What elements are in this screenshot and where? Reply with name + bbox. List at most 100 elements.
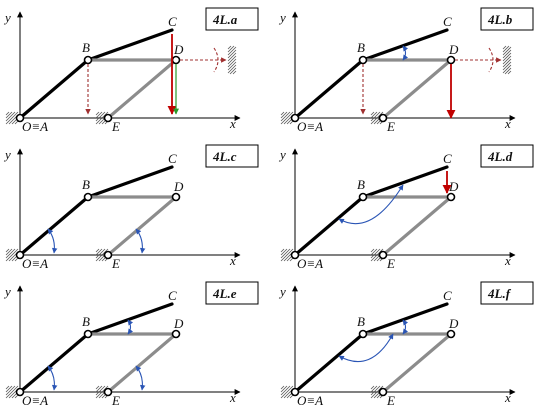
link-ed bbox=[381, 332, 453, 394]
rotation-arrow-abd bbox=[338, 333, 394, 363]
point-label-origin: O≡A bbox=[297, 119, 323, 134]
panel-tag-box bbox=[205, 281, 259, 305]
joint-a bbox=[15, 387, 25, 397]
panel-tag: 4L.a bbox=[212, 12, 238, 27]
rotation-arrow-bc bbox=[402, 45, 409, 61]
rotation-arrow-bc bbox=[127, 319, 134, 335]
joint-d bbox=[171, 329, 181, 339]
point-label-origin: O≡A bbox=[22, 256, 48, 271]
x-axis-label: x bbox=[504, 116, 511, 131]
point-label-d: D bbox=[173, 316, 184, 331]
point-label-origin: O≡A bbox=[297, 256, 323, 271]
y-axis-label: y bbox=[3, 147, 11, 162]
mechanism-panel: y x O≡A B CD E 4L.f bbox=[278, 281, 534, 408]
panel-tag: 4L.f bbox=[487, 286, 512, 301]
point-label-d: D bbox=[448, 42, 459, 57]
panel-tag-box bbox=[205, 7, 259, 31]
point-label-b: B bbox=[357, 314, 365, 329]
panel-tag-box bbox=[480, 281, 534, 305]
point-label-e: E bbox=[386, 119, 395, 134]
joint-e bbox=[378, 113, 388, 123]
point-label-c: C bbox=[168, 151, 177, 166]
panel-tag: 4L.d bbox=[487, 149, 513, 164]
mechanism-panel: y x O≡A B CD E 4L.e bbox=[3, 281, 259, 408]
panel-tag-box bbox=[480, 7, 534, 31]
ground-hatch-a bbox=[280, 385, 294, 399]
joint-d bbox=[171, 192, 181, 202]
joint-a bbox=[290, 387, 300, 397]
link-bc bbox=[361, 28, 449, 62]
joint-e bbox=[378, 387, 388, 397]
rotation-arrow-bc bbox=[402, 319, 409, 335]
joint-a bbox=[290, 250, 300, 260]
link-ed bbox=[381, 58, 453, 120]
x-axis-label: x bbox=[229, 116, 236, 131]
point-label-b: B bbox=[357, 40, 365, 55]
point-label-c: C bbox=[443, 14, 452, 29]
rotation-arrow-e bbox=[135, 365, 146, 391]
y-axis-label: y bbox=[3, 284, 11, 299]
rotation-arrow-e bbox=[135, 228, 146, 254]
y-axis-label: y bbox=[3, 10, 11, 25]
y-axis-label: y bbox=[278, 10, 286, 25]
spring-bracket bbox=[213, 47, 219, 73]
ground-hatch-a bbox=[5, 248, 19, 262]
spring-bracket bbox=[488, 47, 494, 73]
point-label-b: B bbox=[82, 177, 90, 192]
y-axis-label: y bbox=[278, 284, 286, 299]
panel-tag: 4L.c bbox=[212, 149, 237, 164]
joint-d bbox=[171, 55, 181, 65]
point-label-origin: O≡A bbox=[297, 393, 323, 408]
joint-b bbox=[83, 192, 93, 202]
panel-tag: 4L.e bbox=[212, 286, 237, 301]
point-label-b: B bbox=[82, 40, 90, 55]
joint-d bbox=[446, 55, 456, 65]
point-label-d: D bbox=[448, 316, 459, 331]
panel-tag: 4L.b bbox=[487, 12, 513, 27]
x-axis-label: x bbox=[504, 253, 511, 268]
point-label-e: E bbox=[111, 393, 120, 408]
rotation-arrow-a bbox=[47, 228, 58, 254]
x-axis-label: x bbox=[504, 390, 511, 405]
joint-e bbox=[103, 113, 113, 123]
point-label-d: D bbox=[173, 42, 184, 57]
joint-a bbox=[15, 113, 25, 123]
point-label-e: E bbox=[386, 393, 395, 408]
wall-hatch bbox=[502, 45, 512, 75]
mechanism-panel: y x O≡A B CD E 4L.d bbox=[278, 144, 534, 271]
point-label-origin: O≡A bbox=[22, 393, 48, 408]
point-label-c: C bbox=[443, 151, 452, 166]
joint-a bbox=[290, 113, 300, 123]
joint-e bbox=[378, 250, 388, 260]
panel-tag-box bbox=[480, 144, 534, 168]
joint-b bbox=[83, 329, 93, 339]
joint-b bbox=[358, 55, 368, 65]
joint-b bbox=[83, 55, 93, 65]
link-ab bbox=[293, 195, 365, 257]
link-ed bbox=[106, 58, 178, 120]
point-label-e: E bbox=[111, 119, 120, 134]
joint-b bbox=[358, 329, 368, 339]
link-bc bbox=[86, 28, 174, 62]
point-label-c: C bbox=[443, 288, 452, 303]
point-label-b: B bbox=[82, 314, 90, 329]
y-axis-label: y bbox=[278, 147, 286, 162]
joint-b bbox=[358, 192, 368, 202]
joint-a bbox=[15, 250, 25, 260]
link-bc bbox=[86, 165, 174, 199]
joint-d bbox=[446, 329, 456, 339]
link-ab bbox=[18, 58, 90, 120]
panel-tag-box bbox=[205, 144, 259, 168]
mechanism-panel: y x O≡A B CD E 4L.b bbox=[278, 7, 534, 134]
link-bc bbox=[361, 302, 449, 336]
link-ab bbox=[18, 195, 90, 257]
link-ab bbox=[293, 58, 365, 120]
mechanism-panel: y x O≡A B CD E 4L.c bbox=[3, 144, 259, 271]
x-axis-label: x bbox=[229, 253, 236, 268]
point-label-d: D bbox=[448, 179, 459, 194]
wall-hatch bbox=[227, 45, 237, 75]
point-label-origin: O≡A bbox=[22, 119, 48, 134]
point-label-b: B bbox=[357, 177, 365, 192]
link-ed bbox=[106, 195, 178, 257]
